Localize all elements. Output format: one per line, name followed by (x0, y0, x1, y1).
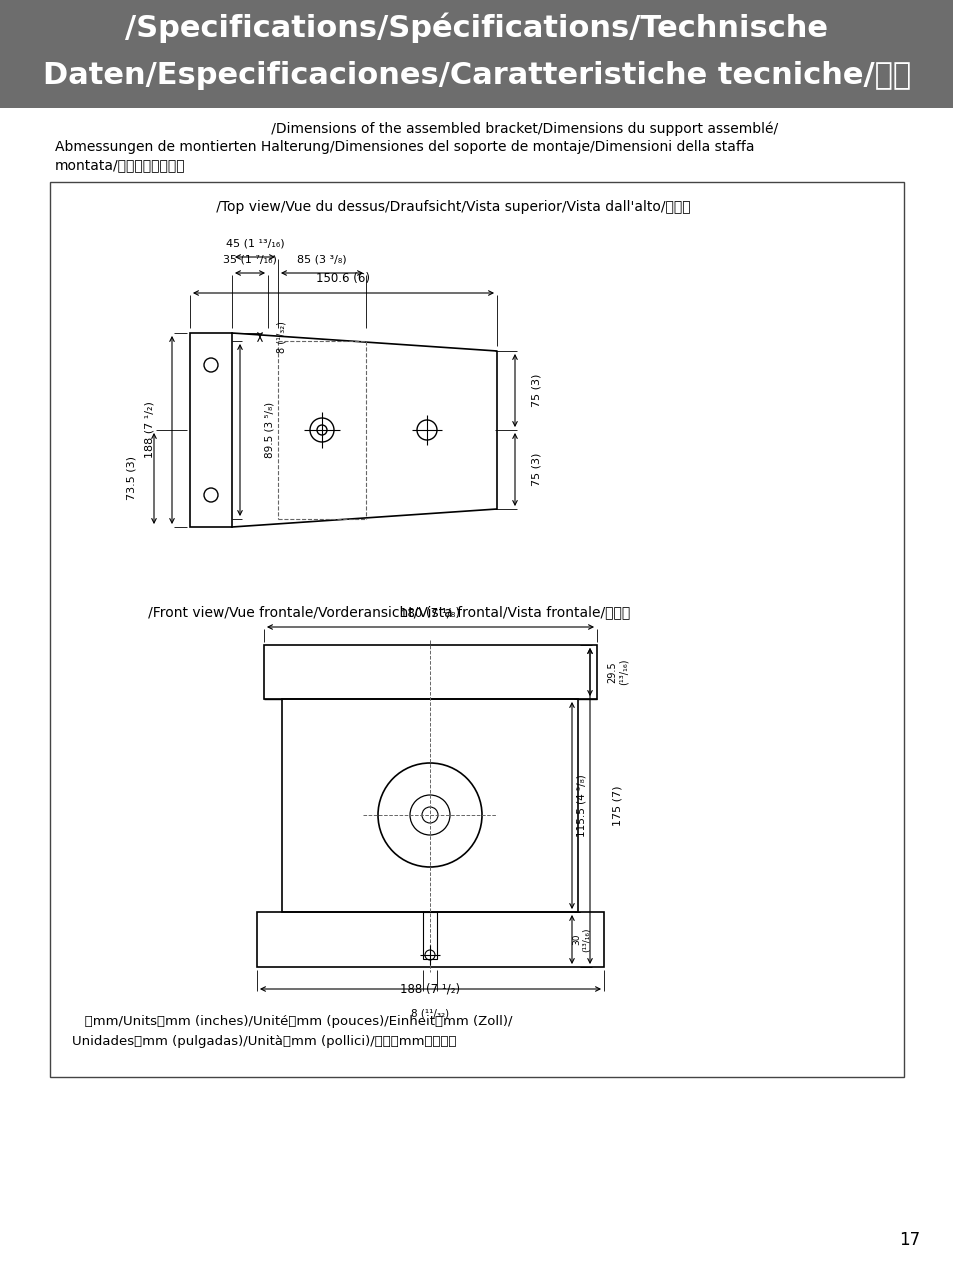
Text: 8 (¹¹/₃₂): 8 (¹¹/₃₂) (411, 1009, 449, 1019)
Text: Abmessungen de montierten Halterung/Dimensiones del soporte de montaje/Dimension: Abmessungen de montierten Halterung/Dime… (55, 140, 754, 154)
Bar (190, 333, 232, 527)
Text: 35 (1 ⁷/₁₆): 35 (1 ⁷/₁₆) (223, 255, 276, 265)
Text: Daten/Especificaciones/Caratteristiche tecniche/規格: Daten/Especificaciones/Caratteristiche t… (43, 61, 910, 90)
Text: /Top view/Vue du dessus/Draufsicht/Vista superior/Vista dall'alto/頂視圖: /Top view/Vue du dessus/Draufsicht/Vista… (190, 200, 690, 214)
Text: 17: 17 (899, 1231, 920, 1249)
Text: 89.5 (3 ⁵/₈): 89.5 (3 ⁵/₈) (265, 401, 274, 459)
Text: /Dimensions of the assembled bracket/Dimensions du support assemblé/: /Dimensions of the assembled bracket/Dim… (175, 122, 778, 136)
Text: /Specifications/Spécifications/Technische: /Specifications/Spécifications/Technisch… (126, 13, 827, 43)
Text: 188 (7 ¹/₂): 188 (7 ¹/₂) (400, 982, 460, 995)
Text: 115.5 (4 ⁵/₈): 115.5 (4 ⁵/₈) (577, 775, 586, 837)
Text: montata/支架組裝後之尺寸: montata/支架組裝後之尺寸 (55, 158, 186, 172)
Text: 30
(¹³/₁₆): 30 (¹³/₁₆) (572, 927, 591, 952)
Text: 188 (7 ¹/₂): 188 (7 ¹/₂) (145, 401, 154, 459)
Text: 75 (3): 75 (3) (532, 373, 541, 408)
Bar (256, 912, 603, 967)
Text: 180 (7 ¹/₈): 180 (7 ¹/₈) (400, 606, 460, 619)
Bar (282, 699, 578, 912)
Bar (264, 645, 597, 699)
Text: 45 (1 ¹³/₁₆): 45 (1 ¹³/₁₆) (226, 240, 284, 248)
Text: 150.6 (6): 150.6 (6) (316, 273, 370, 285)
Text: ：mm/Units：mm (inches)/Unité：mm (pouces)/Einheit：mm (Zoll)/: ：mm/Units：mm (inches)/Unité：mm (pouces)/… (71, 1015, 512, 1028)
Text: 8 (¹/₃₂): 8 (¹/₃₂) (276, 321, 287, 353)
Text: 75 (3): 75 (3) (532, 452, 541, 487)
Text: Unidades：mm (pulgadas)/Unità：mm (pollici)/單位：mm（英寸）: Unidades：mm (pulgadas)/Unità：mm (pollici… (71, 1034, 456, 1049)
Text: /Front view/Vue frontale/Vorderansicht/Vista frontal/Vista frontale/正視圖: /Front view/Vue frontale/Vorderansicht/V… (135, 605, 630, 619)
Bar (422, 912, 436, 959)
Bar (0, 0, 953, 108)
Bar (50, 182, 903, 1077)
Text: 73.5 (3): 73.5 (3) (127, 456, 137, 501)
Text: 175 (7): 175 (7) (613, 786, 622, 827)
Text: 29.5
(¹³/₁₆): 29.5 (¹³/₁₆) (606, 659, 628, 685)
Text: 85 (3 ³/₈): 85 (3 ³/₈) (297, 255, 347, 265)
